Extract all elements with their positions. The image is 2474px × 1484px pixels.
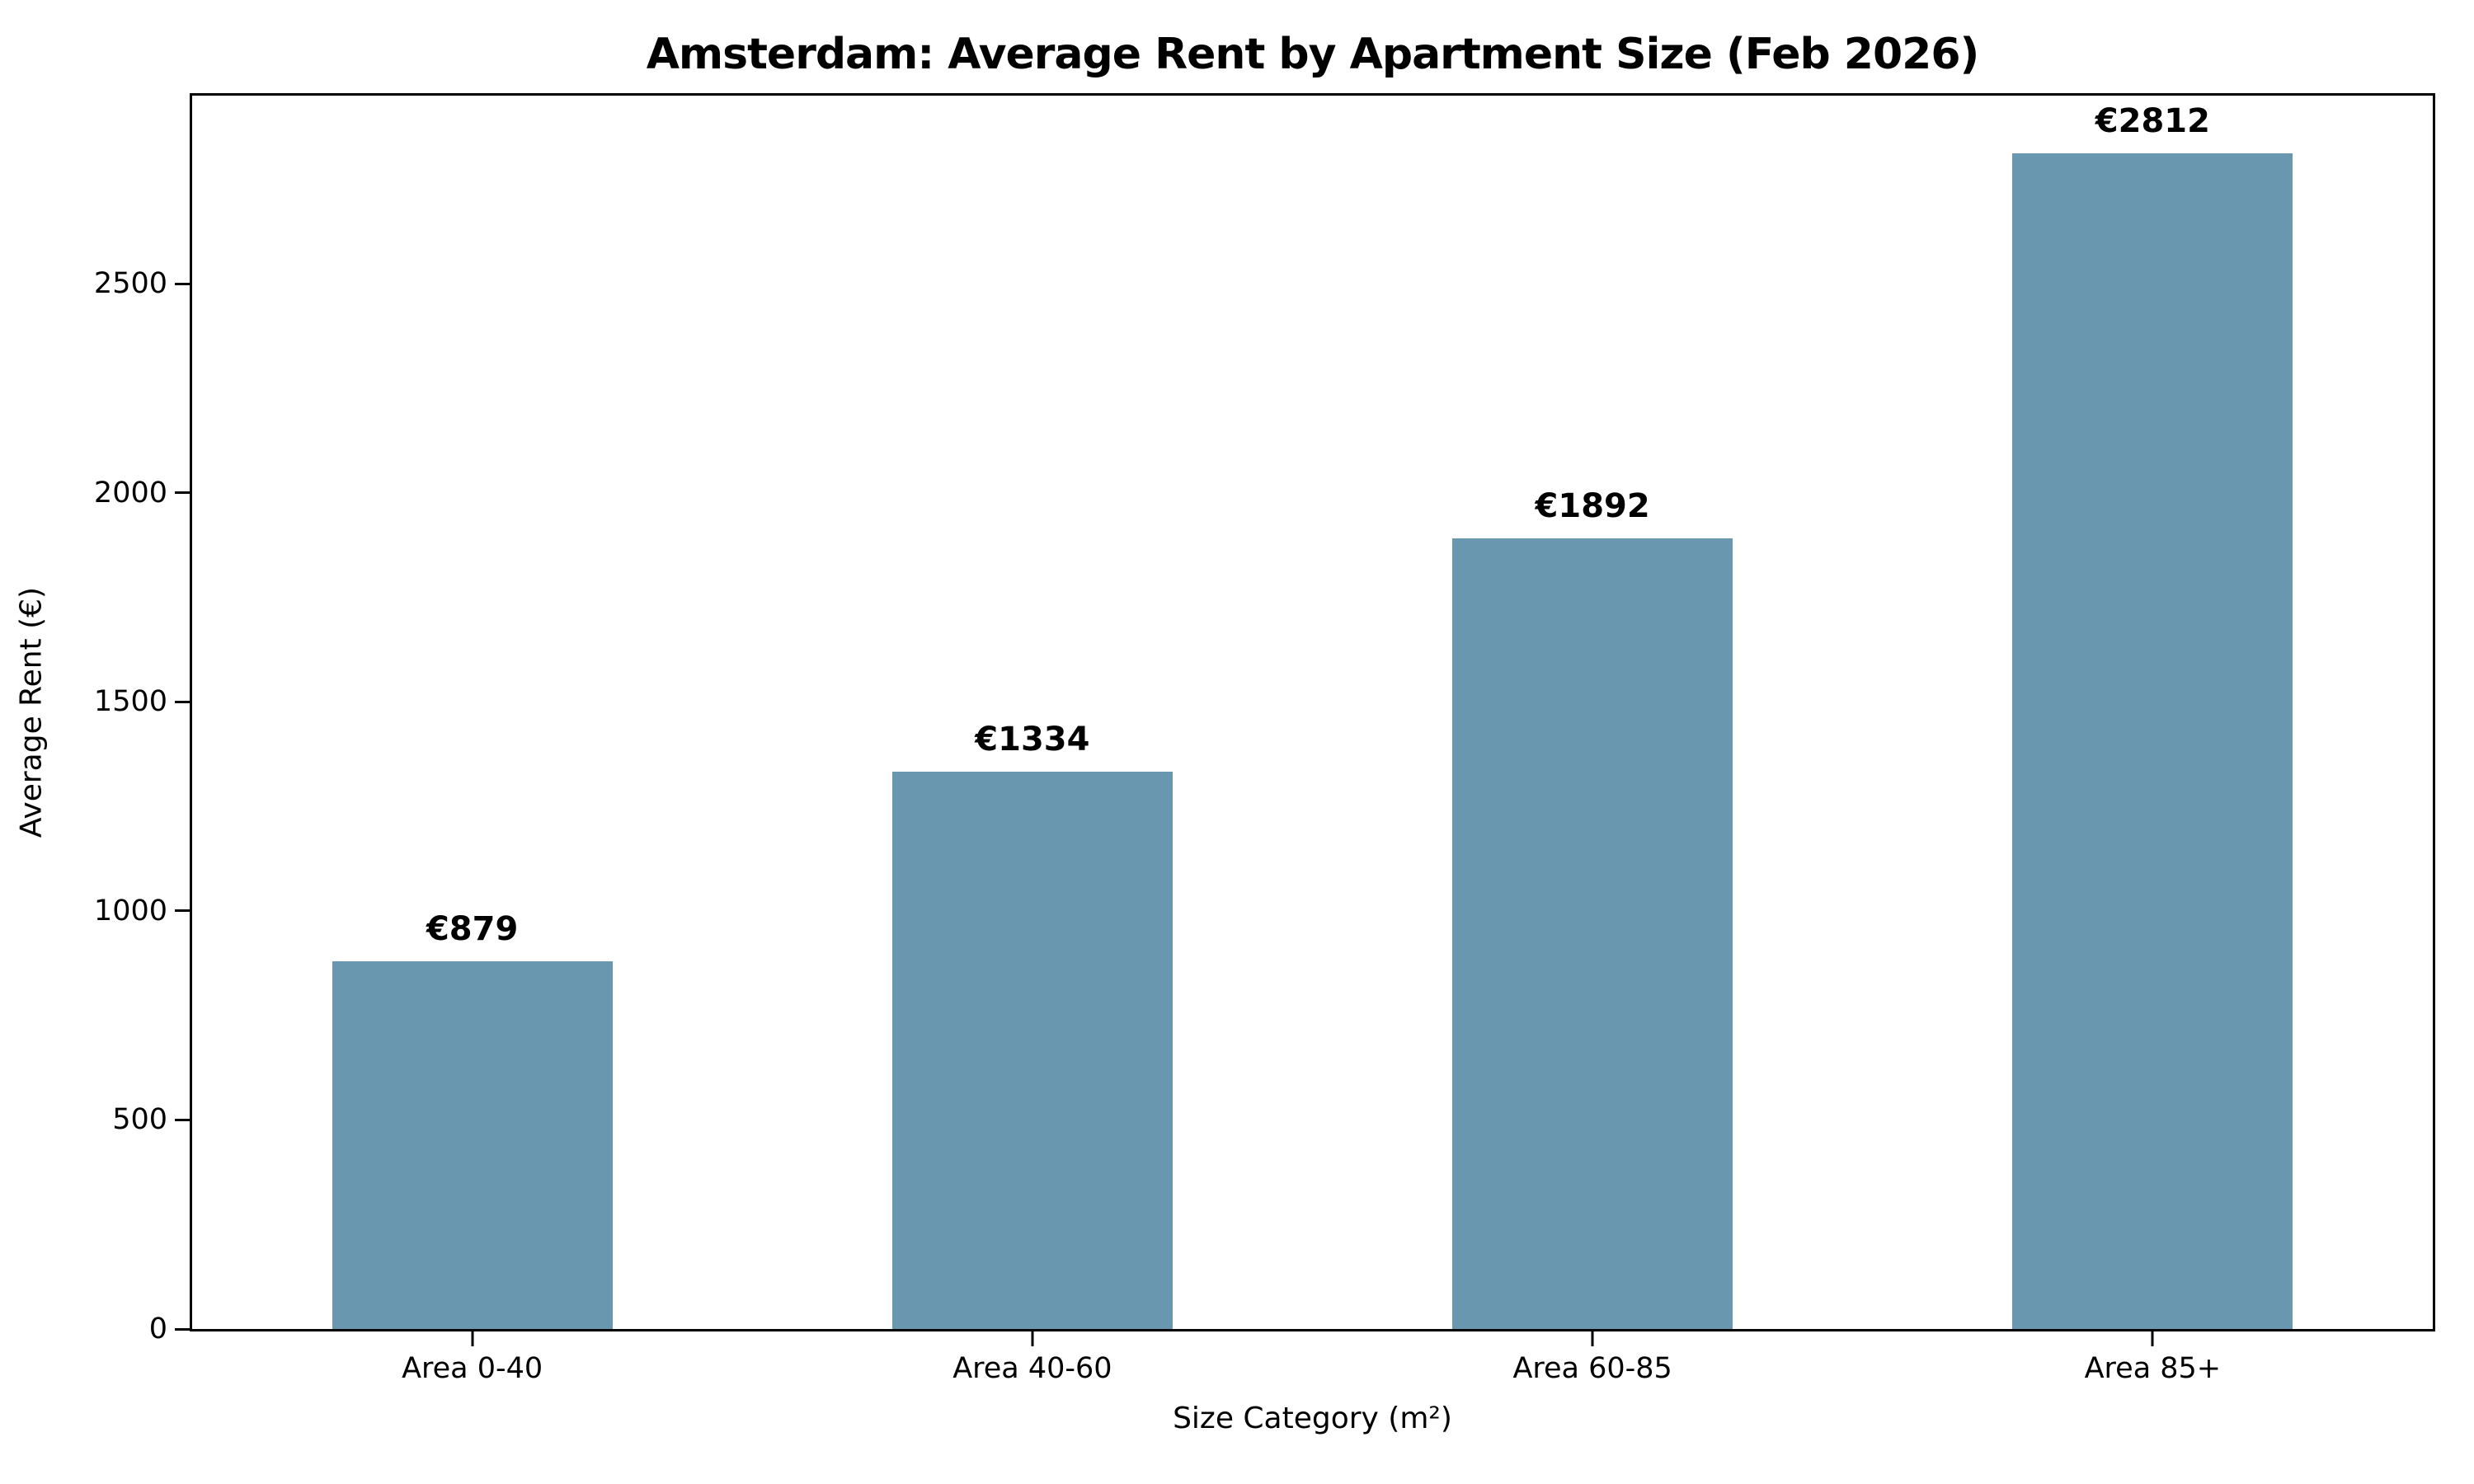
bar-value-label: €879 [426,910,519,949]
bar-area-85- [2012,153,2293,1329]
x-tick-label: Area 85+ [2084,1352,2222,1385]
y-tick-mark [175,700,190,703]
bar-area-40-60 [891,771,1173,1329]
bar-value-label: €1334 [975,720,1090,758]
plot-area: 0 500 1000 1500 2000 2500 €879 Area 0-40 €1334 Ar… [94,93,2435,1385]
y-tick-label: 2500 [93,267,167,301]
y-tick-mark [175,1327,190,1331]
y-tick-label: 0 [148,1313,167,1345]
x-tick-mark [1031,1331,1034,1346]
y-tick-mark [175,909,190,913]
y-tick-label: 2000 [93,476,167,510]
x-tick-mark [471,1331,474,1346]
x-tick-label: Area 60-85 [1512,1352,1672,1385]
y-tick-label: 1500 [93,685,167,719]
y-tick-label: 1000 [93,894,167,928]
x-tick-label: Area 40-60 [952,1352,1112,1385]
bar-area-60-85 [1452,538,1733,1329]
x-tick-mark [1591,1331,1594,1346]
y-tick-mark [175,491,190,495]
x-tick-mark [2151,1331,2154,1346]
y-tick-mark [175,282,190,285]
bar-value-label: €1892 [1535,486,1650,525]
y-tick-mark [175,1118,190,1121]
bar-value-label: €2812 [2095,101,2210,140]
y-tick-label: 500 [112,1103,167,1137]
plot-inner: 0 500 1000 1500 2000 2500 €879 Area 0-40 €1334 Ar… [94,96,2433,1385]
x-axis-label: Size Category (m²) [1173,1402,1452,1435]
x-tick-label: Area 0-40 [402,1352,543,1385]
chart-title: Amsterdam: Average Rent by Apartment Siz… [646,30,1980,79]
bar-area-0-40 [332,961,613,1329]
